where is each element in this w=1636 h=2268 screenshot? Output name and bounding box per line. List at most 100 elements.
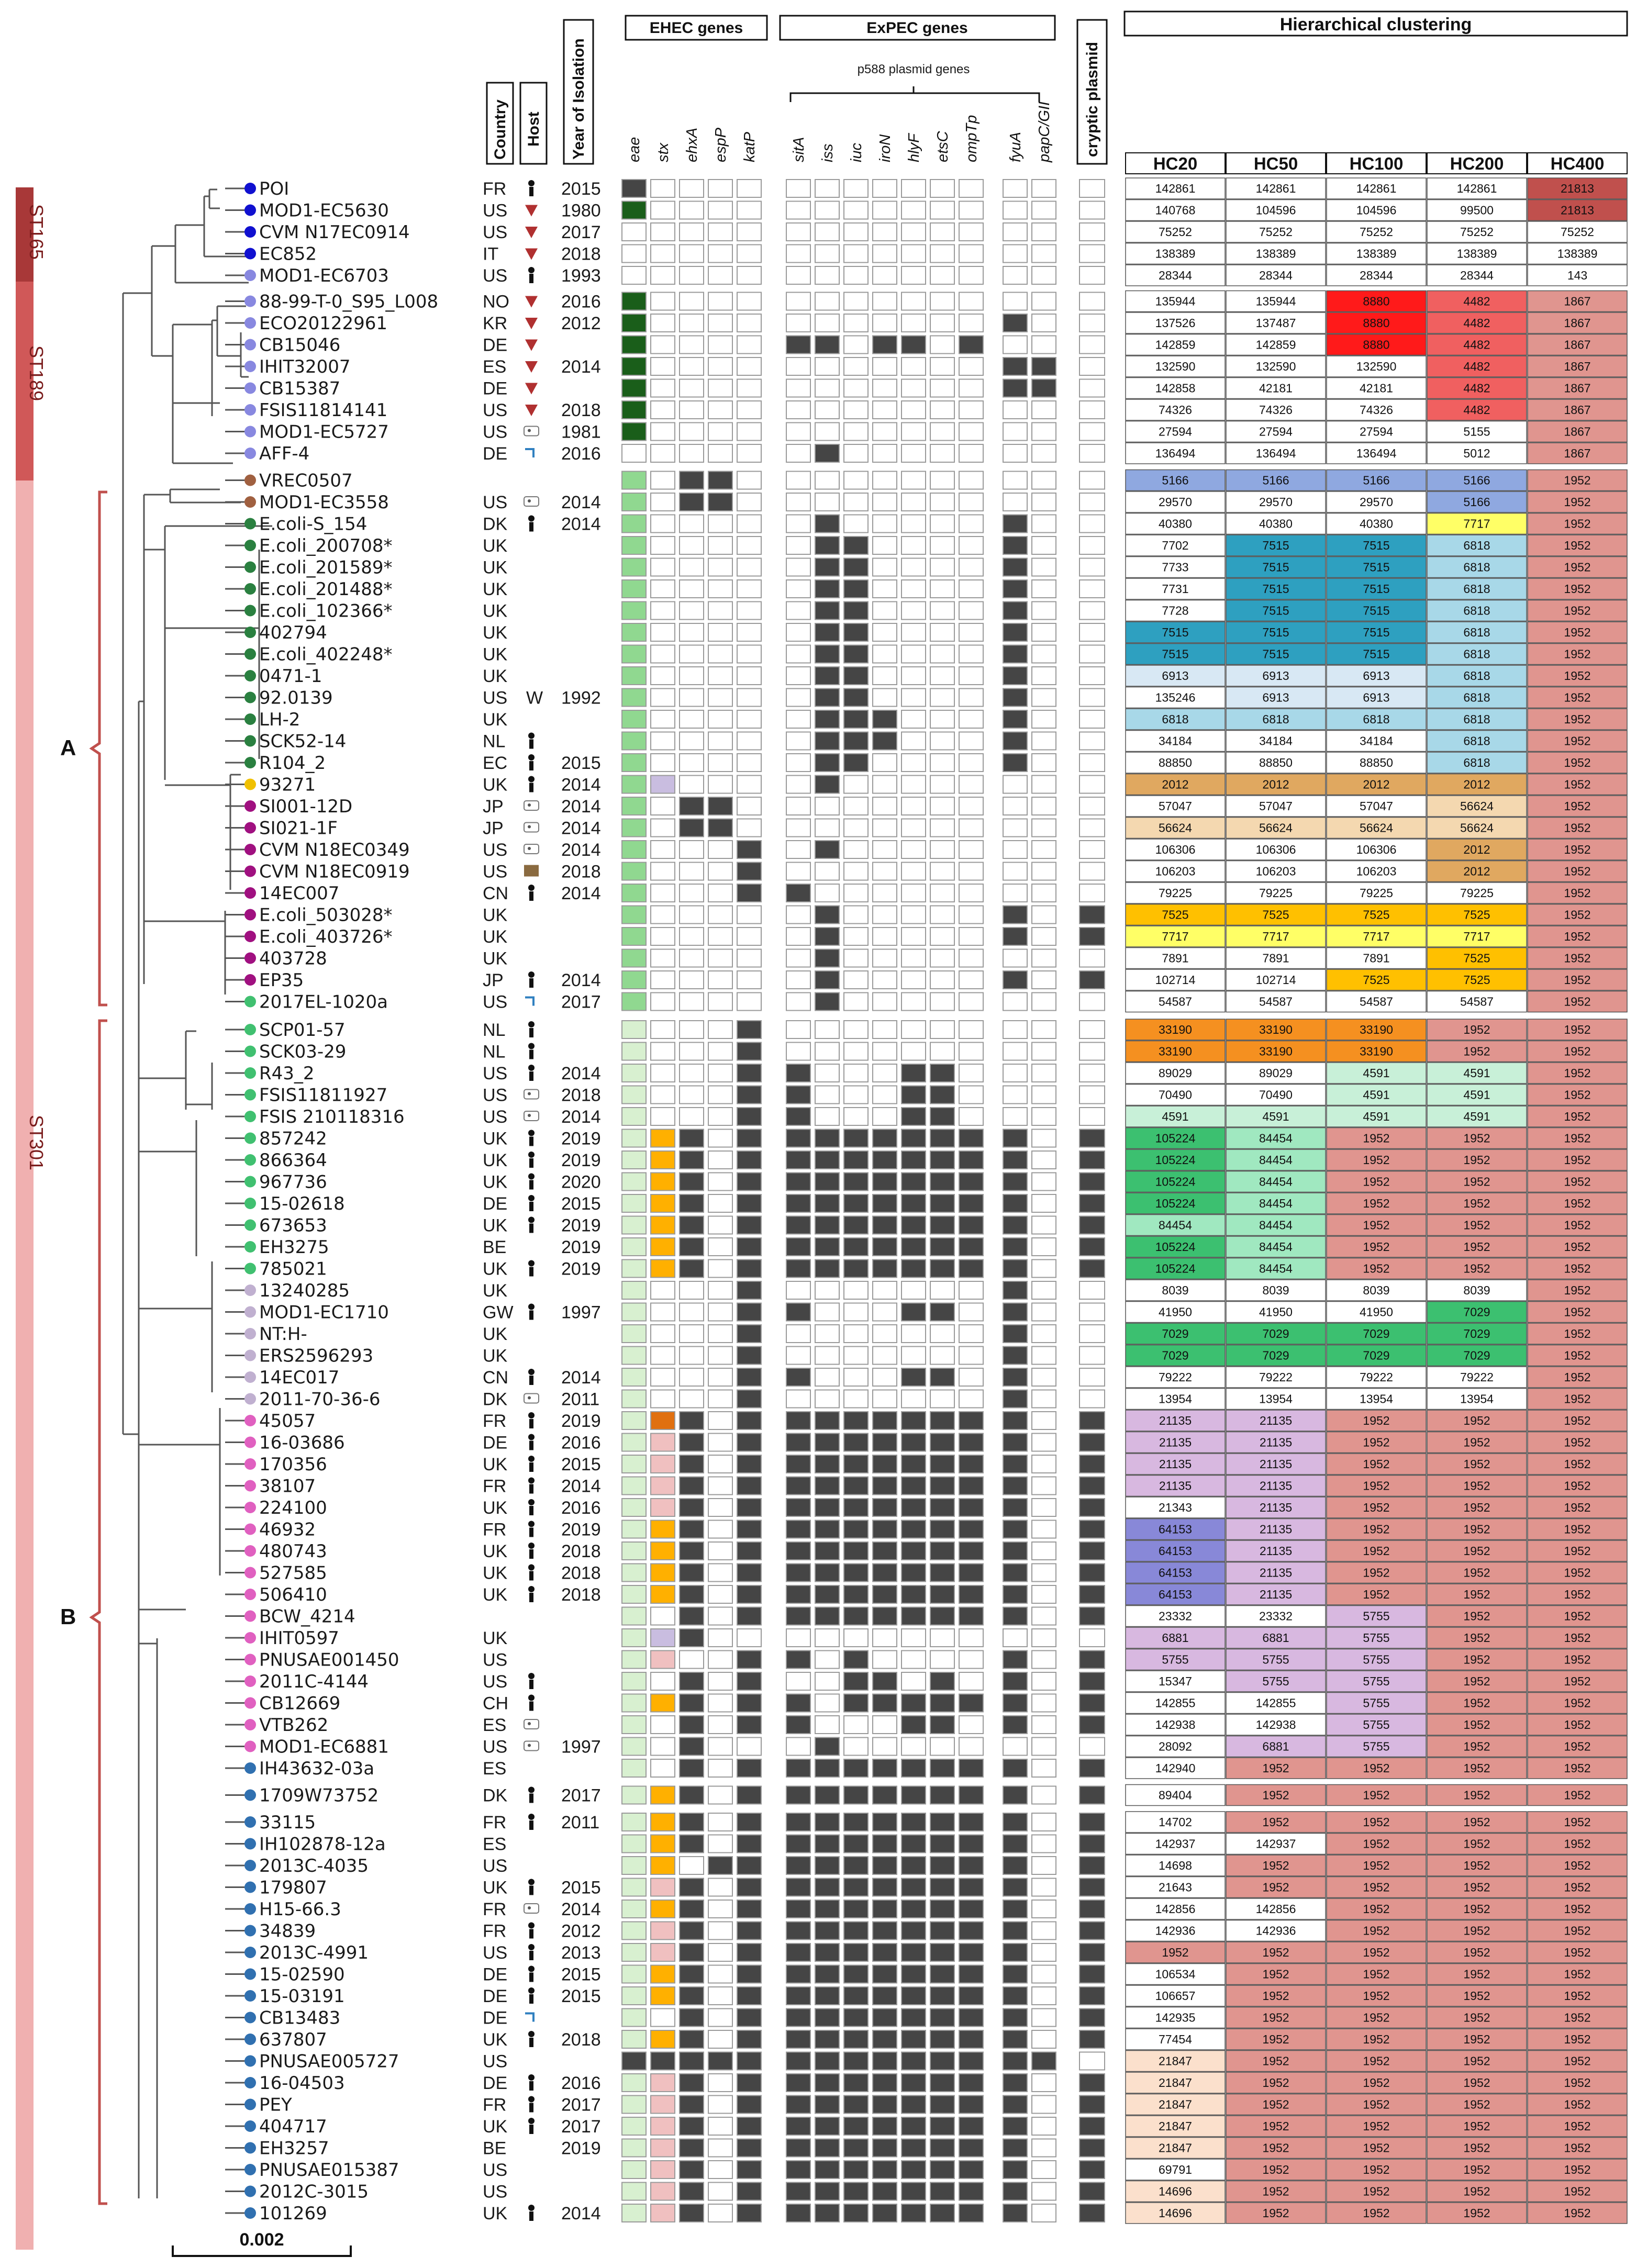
gene-cell [650,818,675,837]
hc-value: 21135 [1260,1457,1292,1471]
gene-cell [1003,1237,1028,1256]
gene-cell [930,1943,955,1962]
hc-value: 74326 [1159,403,1192,417]
hc-cell [1226,491,1326,513]
hc-cell [1226,1627,1326,1649]
strain-row: EH3257 BE 2019 21847 1952 1952 1952 1952 [225,2137,1628,2159]
hc-value: 142855 [1256,1696,1296,1710]
gene-cell [708,1107,733,1126]
gene-cell [650,471,675,490]
hc-value: 1952 [1363,1815,1389,1829]
strain-row: 404717 UK 2017 21847 1952 1952 1952 1952 [225,2115,1628,2137]
gene-cell [708,222,733,241]
hc-cell [1527,2050,1628,2072]
gene-cell [621,471,647,490]
gene-cell [872,1986,897,2005]
hc-value: 7029 [1463,1349,1490,1362]
cryptic-plasmid-cell [1079,1737,1105,1756]
gene-cell [679,557,704,577]
hc-cell [1427,2028,1527,2050]
cow-icon [524,1111,539,1121]
hc-cell [1125,1062,1226,1084]
gene-cell [1031,905,1056,924]
hc-cell [1226,1040,1326,1063]
strain-country: NL [483,1020,505,1040]
hc-value: 1952 [1564,2098,1590,2111]
human-icon [528,1216,535,1223]
strain-row: SCK52-14 NL 34184 34184 34184 6818 1952 [225,730,1628,752]
hc-value: 5755 [1363,1674,1389,1688]
gene-cell [930,1606,955,1626]
hc-value: 1952 [1363,1501,1389,1514]
gene-cell [815,623,840,642]
hc-value: 1952 [1463,1761,1490,1775]
hc-cell [1125,1963,1226,1985]
gene-cell [959,992,984,1011]
hc-value: 89404 [1159,1789,1192,1802]
gene-cell [650,1281,675,1300]
gene-cell [708,1085,733,1104]
gene-cell [1031,292,1056,311]
strain-country: US [483,688,507,708]
gene-cell [843,1324,869,1343]
hc-value: 1952 [1564,886,1590,900]
leaf-node [244,1132,256,1144]
hc-value: 84454 [1259,1153,1293,1167]
cryptic-plasmid-cell [1079,840,1105,859]
hc-value: 89029 [1159,1066,1192,1080]
hc-value: 1952 [1564,539,1590,552]
gene-cell [679,1737,704,1756]
hc-cell [1326,399,1427,421]
gene-cell [650,862,675,881]
gene-cell [708,1498,733,1517]
gene-cell [843,1813,869,1831]
hc-value: 1952 [1363,1989,1389,2003]
hc-value: 1952 [1564,756,1590,769]
hc-cell [1427,686,1527,709]
gene-cell [679,536,704,555]
strain-name: CB13483 [259,2008,340,2029]
leaf-node [244,1838,256,1850]
gene-cell [901,1172,926,1191]
strain-country: US [483,1086,507,1105]
hc-cell [1226,221,1326,243]
gene-cell [1003,623,1028,642]
gene-cell [843,862,869,881]
hc-value: 6913 [1363,691,1389,705]
strain-name: CVM N18EC0349 [259,840,410,861]
gene-cell [1031,1834,1056,1853]
leaf-node [244,757,256,768]
hc-value: 21343 [1159,1501,1192,1514]
hc-cell [1427,1714,1527,1736]
gene-cell [843,1172,869,1191]
gene-cell [843,1921,869,1940]
hc-cell [1226,534,1326,556]
hc-value: 13954 [1360,1392,1393,1406]
hc-cell [1527,312,1628,334]
gene-cell [737,1563,762,1582]
gene-cell [930,200,955,220]
strain-year: 2019 [561,1411,601,1431]
gene-cell [872,753,897,772]
hc-cell [1427,534,1527,556]
hc-cell [1226,1811,1326,1833]
cow-icon [524,1089,539,1100]
hc-value: 1952 [1564,691,1590,705]
cow-icon [524,1719,539,1729]
gene-cell [959,1759,984,1778]
gene-cell [1003,797,1028,815]
gene-cell [1003,2138,1028,2158]
cryptic-plasmid-cell [1079,1964,1105,1984]
gene-cell [1031,335,1056,354]
leaf-node [244,1328,256,1339]
gene-cell [930,797,955,815]
hc-value: 1952 [1564,1479,1590,1493]
hc-value: 64153 [1159,1544,1192,1558]
gene-cell [901,753,926,772]
hc-value: 8039 [1262,1283,1289,1297]
cryptic-plasmid-cell [1079,1064,1105,1082]
cryptic-plasmid-cell [1079,2138,1105,2158]
strain-name: 15-02618 [259,1193,345,1214]
hc-cell [1226,1257,1326,1280]
gene-cell [679,1813,704,1831]
